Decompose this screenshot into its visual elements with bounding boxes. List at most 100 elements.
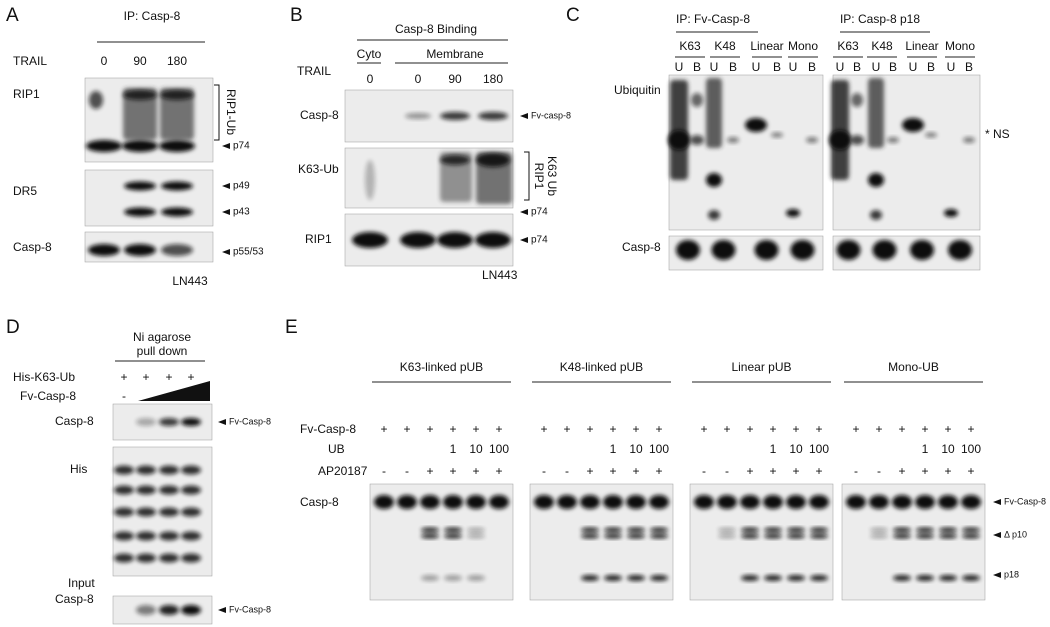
ub-amount: 10: [941, 442, 955, 456]
band: [962, 575, 980, 581]
band: [159, 140, 195, 152]
band: [159, 485, 179, 495]
lane-sign: +: [120, 370, 127, 384]
band: [181, 507, 201, 517]
lane-sign: +: [921, 422, 928, 436]
band: [136, 465, 156, 475]
band: [627, 533, 645, 539]
blot-label: Casp-8: [622, 240, 661, 254]
lane-sign: +: [815, 422, 822, 436]
band: [846, 495, 866, 509]
band: [161, 181, 193, 191]
arrow: [222, 183, 230, 189]
band: [476, 153, 510, 167]
lane-label: U: [947, 60, 956, 74]
band: [690, 135, 704, 145]
band: [787, 533, 805, 539]
band: [603, 495, 623, 509]
band: [910, 240, 934, 260]
smear: [868, 78, 884, 148]
lane-sign: +: [746, 422, 753, 436]
lane-label: U: [710, 60, 719, 74]
lane-sign: +: [815, 464, 822, 478]
band: [627, 575, 645, 581]
band: [86, 140, 122, 152]
treatment-label: TRAIL: [297, 64, 331, 78]
panel-title: IP: Casp-8: [124, 9, 181, 23]
arrow: [520, 237, 528, 243]
lane-sign: -: [702, 464, 706, 478]
band: [892, 495, 912, 509]
band: [893, 527, 911, 533]
lane-sign: +: [472, 422, 479, 436]
blot-label: His: [70, 462, 87, 476]
band: [421, 527, 439, 533]
group-title: Linear pUB: [731, 360, 791, 374]
lane-sign: -: [725, 464, 729, 478]
lane-sign: +: [792, 422, 799, 436]
fraction-label: Cyto: [357, 47, 382, 61]
band: [181, 485, 201, 495]
band: [944, 209, 958, 217]
bracket: [524, 151, 530, 201]
panel-letter: E: [285, 317, 298, 338]
lane-sign: -: [854, 464, 858, 478]
band: [869, 495, 889, 509]
lane-sign: +: [875, 422, 882, 436]
band: [786, 495, 806, 509]
band: [160, 90, 194, 100]
band: [790, 240, 815, 260]
band: [159, 418, 179, 426]
band: [444, 533, 462, 539]
lane-sign: +: [898, 422, 905, 436]
band: [181, 553, 201, 563]
marker-label: Fv-casp-8: [531, 110, 571, 120]
lane-sign: +: [540, 422, 547, 436]
lane-label: U: [752, 60, 761, 74]
band: [741, 527, 759, 533]
ub-amount: 1: [770, 442, 777, 456]
lane-sign: +: [495, 464, 502, 478]
lane-sign: +: [632, 464, 639, 478]
lane-sign: -: [382, 464, 386, 478]
arrow: [222, 209, 230, 215]
band: [136, 485, 156, 495]
lane-label: B: [729, 60, 737, 74]
panel-letter: A: [6, 5, 19, 26]
band: [786, 209, 800, 217]
band: [916, 575, 934, 581]
group-title: K48-linked pUB: [560, 360, 643, 374]
band: [89, 91, 103, 109]
blot: [84, 169, 214, 227]
band: [136, 553, 156, 563]
band: [829, 130, 851, 150]
lane-sign: +: [609, 464, 616, 478]
lane-sign: +: [426, 422, 433, 436]
lane-label: B: [808, 60, 816, 74]
marker-label: p74: [531, 235, 548, 246]
band: [650, 527, 668, 533]
band: [694, 495, 714, 509]
band: [467, 533, 485, 539]
lane-sign: +: [449, 422, 456, 436]
lane-sign: +: [944, 464, 951, 478]
band: [580, 495, 600, 509]
band: [649, 495, 669, 509]
band: [870, 210, 882, 220]
band: [741, 575, 759, 581]
arrow: [218, 419, 226, 425]
lane-label: B: [927, 60, 935, 74]
band: [893, 575, 911, 581]
ip-title: IP: Casp-8 p18: [840, 12, 920, 26]
band: [136, 605, 156, 615]
lane-label: U: [872, 60, 881, 74]
band: [440, 112, 470, 120]
band: [851, 93, 863, 107]
band: [745, 118, 767, 132]
arrow: [520, 113, 528, 119]
chain-label: K48: [714, 39, 736, 53]
blot: [369, 483, 514, 601]
marker-label: * NS: [985, 127, 1010, 141]
band: [902, 118, 924, 132]
band: [961, 495, 981, 509]
